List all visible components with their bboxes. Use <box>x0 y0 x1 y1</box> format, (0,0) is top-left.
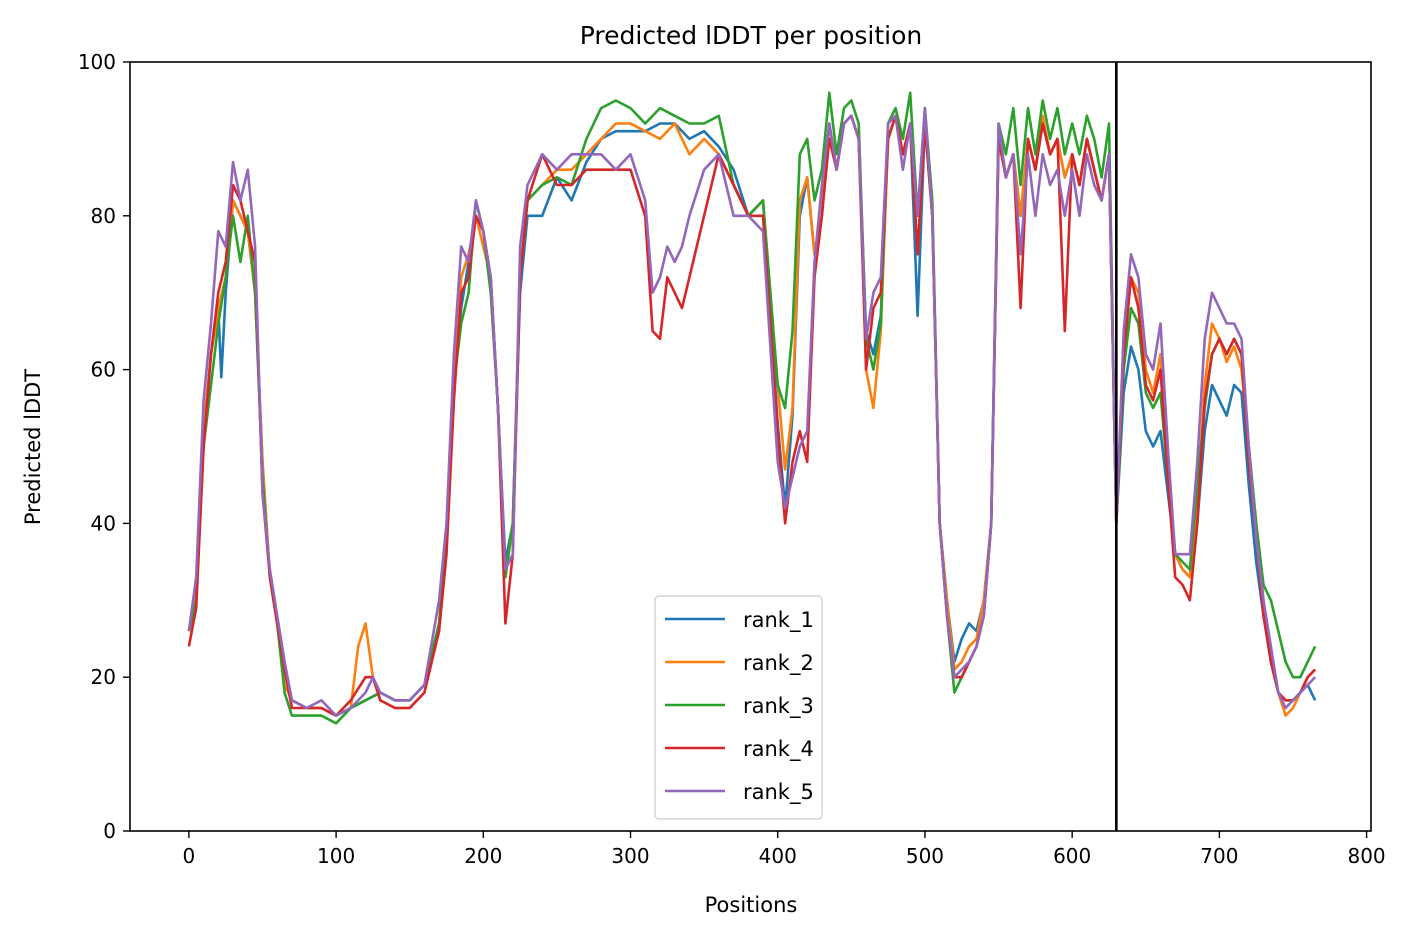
y-tick-label: 0 <box>103 819 116 843</box>
legend-label-5: rank_5 <box>743 780 814 805</box>
x-tick-label: 500 <box>906 844 944 868</box>
legend-box <box>654 595 823 820</box>
chart-title: Predicted lDDT per position <box>580 21 922 50</box>
x-tick-label: 0 <box>183 844 196 868</box>
x-axis-title: Positions <box>705 893 798 917</box>
x-tick-label: 600 <box>1053 844 1091 868</box>
x-tick-label: 700 <box>1200 844 1238 868</box>
x-tick-label: 200 <box>464 844 502 868</box>
x-axis-ticks: 0 100 200 300 400 500 600 700 800 <box>183 831 1386 868</box>
plot-frame <box>129 61 1372 832</box>
legend-label-1: rank_1 <box>743 608 814 633</box>
y-tick-label: 20 <box>91 665 116 689</box>
y-tick-label: 100 <box>78 50 116 74</box>
series-line-5 <box>187 106 1317 717</box>
y-tick-label: 40 <box>91 511 116 535</box>
legend: rank_1 rank_2 rank_3 rank_4 rank_5 <box>654 595 823 820</box>
legend-label-3: rank_3 <box>743 694 814 719</box>
x-tick-label: 800 <box>1347 844 1385 868</box>
y-axis-ticks: 0 20 40 60 80 100 <box>78 50 130 843</box>
x-tick-label: 300 <box>611 844 649 868</box>
x-tick-label: 100 <box>317 844 355 868</box>
y-axis-title: Predicted lDDT <box>21 369 45 525</box>
y-tick-label: 80 <box>91 204 116 228</box>
legend-label-2: rank_2 <box>743 651 814 676</box>
y-tick-label: 60 <box>91 358 116 382</box>
series-layer <box>187 91 1317 725</box>
x-tick-label: 400 <box>759 844 797 868</box>
legend-label-4: rank_4 <box>743 737 814 762</box>
